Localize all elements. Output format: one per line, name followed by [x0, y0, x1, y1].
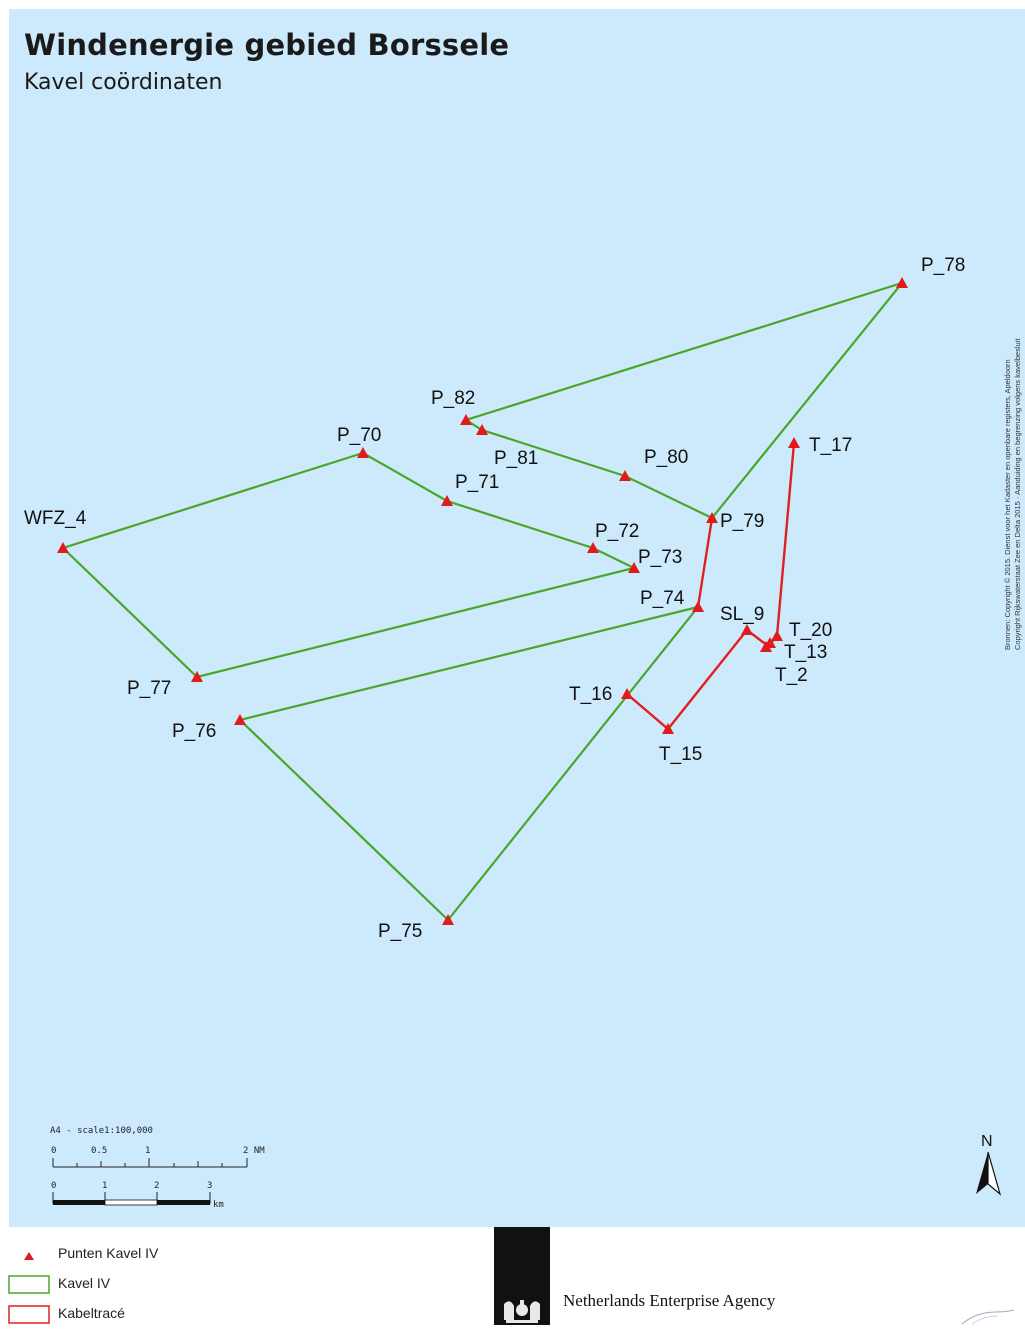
label-p74: P_74 [640, 588, 685, 609]
marker-p76 [234, 714, 246, 725]
marker-p78 [896, 277, 908, 288]
legend-label-points: Punten Kavel IV [58, 1245, 159, 1261]
red-box-icon [8, 1305, 50, 1324]
legend-item-kavel: Kavel IV [8, 1270, 308, 1300]
label-p78: P_78 [921, 255, 965, 276]
marker-t2 [760, 641, 772, 652]
label-t17: T_17 [809, 435, 852, 456]
map-canvas [9, 9, 1025, 1227]
label-t15: T_15 [659, 744, 702, 765]
label-t2: T_2 [775, 665, 808, 686]
km-tick-0: 0 [51, 1181, 56, 1191]
label-t20: T_20 [789, 620, 832, 641]
marker-p71 [441, 495, 453, 506]
triangle-icon [24, 1252, 34, 1260]
marker-p74 [692, 601, 704, 612]
label-p79: P_79 [720, 511, 764, 532]
marker-t20 [771, 630, 783, 641]
coat-of-arms-icon [504, 1300, 540, 1323]
km-tick-2: 2 [154, 1181, 159, 1191]
marker-p80 [619, 470, 631, 481]
kabeltrace-route-south [626, 442, 796, 731]
kabeltrace-route [696, 517, 714, 608]
label-p72: P_72 [595, 521, 639, 542]
marker-t16 [621, 688, 633, 699]
marker-p73 [628, 562, 640, 573]
legend-item-points: Punten Kavel IV [8, 1240, 308, 1270]
label-p81: P_81 [494, 448, 538, 469]
agency-name: Netherlands Enterprise Agency [563, 1291, 776, 1310]
label-p77: P_77 [127, 678, 171, 699]
marker-p79 [706, 512, 718, 523]
legend: Punten Kavel IV Kavel IV Kabeltracé [8, 1240, 308, 1330]
marker-p72 [587, 542, 599, 553]
label-p82: P_82 [431, 388, 475, 409]
legend-label-kabel: Kabeltracé [58, 1305, 125, 1321]
label-t13: T_13 [784, 642, 827, 663]
marker-t15 [662, 723, 674, 734]
marker-p81 [476, 424, 488, 435]
nm-tick-1: 1 [145, 1146, 150, 1156]
marker-p77 [191, 671, 203, 682]
marker-p70 [357, 447, 369, 458]
north-label: N [981, 1133, 993, 1150]
point-markers [57, 277, 908, 925]
kavel-iv-boundary [463, 281, 903, 520]
label-p71: P_71 [455, 472, 499, 493]
map-outline-icon [961, 1309, 1015, 1325]
nm-ruler [52, 1158, 248, 1168]
map-overlay: P_78 T_17 P_82 P_81 P_80 P_79 P_70 P_71 … [24, 255, 965, 942]
label-p70: P_70 [337, 425, 381, 446]
label-sl9: SL_9 [720, 604, 764, 625]
kavel-iv-boundary-south [237, 605, 699, 922]
marker-sl9 [741, 624, 753, 635]
km-unit: km [213, 1200, 224, 1210]
marker-wfz4 [57, 542, 69, 553]
map-subtitle: Kavel coördinaten [24, 70, 223, 95]
km-tick-3: 3 [207, 1181, 212, 1191]
label-p76: P_76 [172, 721, 216, 742]
scale-bar: A4 - scale1:100,000 0 0.5 1 2 NM 0 1 2 3… [50, 1126, 265, 1210]
nm-tick-2: 2 NM [243, 1146, 265, 1156]
green-box-icon [8, 1275, 50, 1294]
nm-tick-05: 0.5 [91, 1146, 107, 1156]
marker-p75 [442, 914, 454, 925]
km-tick-1: 1 [102, 1181, 107, 1191]
label-t16: T_16 [569, 684, 612, 705]
north-arrow-icon: N [976, 1133, 1002, 1196]
legend-item-kabel: Kabeltracé [8, 1300, 308, 1330]
legend-label-kavel: Kavel IV [58, 1275, 111, 1291]
label-p75: P_75 [378, 921, 422, 942]
map-title: Windenergie gebied Borssele [24, 28, 510, 62]
nm-tick-0: 0 [51, 1146, 56, 1156]
marker-p82 [460, 414, 472, 425]
km-ruler [52, 1192, 211, 1206]
scale-caption: A4 - scale1:100,000 [50, 1126, 153, 1136]
label-p73: P_73 [638, 547, 682, 568]
marker-t17 [788, 437, 800, 448]
label-wfz4: WFZ_4 [24, 508, 87, 529]
label-p80: P_80 [644, 447, 688, 468]
